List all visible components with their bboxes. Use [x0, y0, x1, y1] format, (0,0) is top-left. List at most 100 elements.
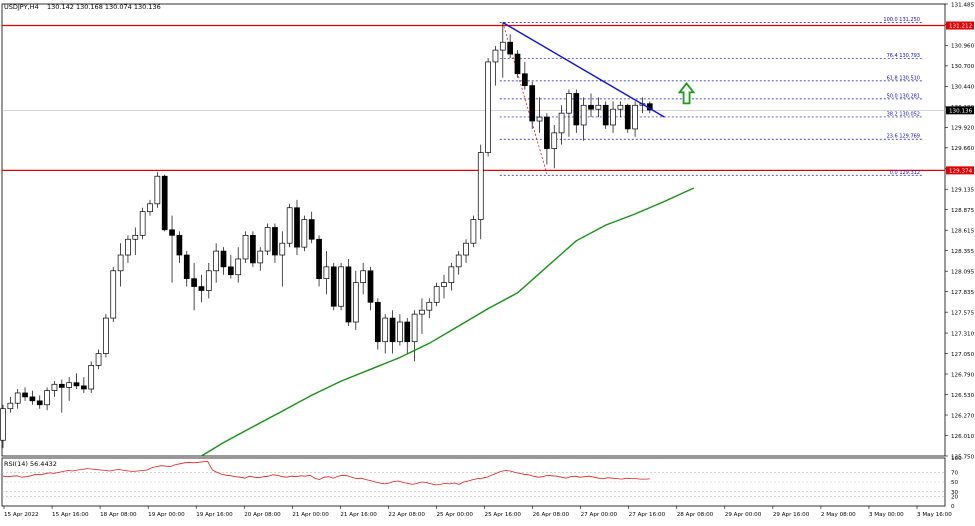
candle: [279, 231, 286, 287]
candle: [125, 235, 131, 263]
candle: [470, 215, 477, 248]
candle-body-bull: [235, 258, 242, 276]
candle: [286, 203, 293, 248]
time-tick-label: 29 Apr 16:00: [773, 512, 810, 518]
candle: [389, 310, 396, 354]
candle-body-bull: [88, 365, 95, 390]
candle: [544, 113, 550, 165]
candle-body-bull: [154, 175, 161, 205]
candle-body-bull: [257, 250, 264, 264]
candle-body-bull: [117, 254, 124, 272]
candle-body-bear: [573, 93, 580, 126]
candle-body-bull: [213, 250, 219, 272]
candle: [198, 274, 205, 303]
price-tick-label: 128.095: [951, 269, 975, 275]
rsi-level-label: 50: [951, 480, 959, 486]
candle-body-bear: [191, 278, 197, 287]
candle-body-bull: [360, 270, 366, 283]
price-tick-label: 131.485: [951, 2, 975, 8]
candle: [103, 314, 109, 358]
candle-body-bear: [22, 392, 28, 398]
time-tick-label: 27 Apr 00:00: [581, 512, 618, 518]
trendline: [502, 21, 665, 118]
candle-body-bull: [470, 219, 477, 244]
fib-level-label: 61.8 130.510: [887, 75, 920, 81]
candle-body-bear: [330, 266, 337, 307]
candle: [492, 46, 499, 86]
time-tick-label: 19 Apr 00:00: [148, 512, 185, 518]
candle: [29, 390, 36, 405]
candle: [485, 57, 491, 157]
price-tick-label: 129.135: [951, 188, 975, 194]
candle: [110, 266, 117, 323]
time-tick-label: 2 May 08:00: [821, 512, 856, 518]
time-tick-label: 27 Apr 16:00: [629, 512, 666, 518]
candle: [183, 251, 190, 287]
candle: [51, 381, 58, 397]
fib-level-label: 76.4 130.793: [887, 53, 920, 59]
candle: [330, 262, 337, 311]
time-tick-label: 28 Apr 08:00: [677, 512, 714, 518]
candle-body-bear: [624, 104, 631, 130]
candle-body-bull: [536, 116, 543, 122]
candle: [338, 262, 344, 311]
candle-body-bull: [433, 286, 440, 303]
candle-body-bull: [14, 392, 21, 404]
price-tick-label: 127.575: [951, 310, 975, 316]
candle: [0, 404, 6, 449]
price-tick-label: 128.615: [951, 228, 975, 234]
candle: [521, 61, 528, 90]
candle: [169, 215, 175, 283]
rsi-level-label: 70: [951, 471, 959, 477]
candle-body-bull: [44, 390, 50, 406]
candle-body-bull: [492, 49, 499, 63]
candle: [411, 310, 418, 362]
price-tick-label: 126.270: [951, 413, 975, 419]
rsi-level-label: 100: [951, 456, 962, 462]
candle: [235, 247, 242, 283]
fib-level-label: 0.0 129.312: [890, 170, 920, 176]
candle-body-bull: [441, 282, 447, 287]
candle: [308, 211, 315, 244]
candle: [536, 97, 543, 133]
candle-body-bear: [228, 266, 234, 276]
candle-body-bull: [477, 152, 484, 220]
candle: [228, 255, 234, 279]
price-tick-label: 126.790: [951, 372, 975, 378]
candle-body-bull: [132, 234, 139, 240]
candle: [382, 314, 389, 354]
candle: [595, 97, 602, 118]
candle-body-bear: [529, 85, 536, 122]
price-tick-label: 126.530: [951, 393, 975, 399]
candle: [205, 262, 212, 299]
candle: [551, 124, 558, 169]
time-tick-label: 29 Apr 00:00: [725, 512, 762, 518]
candle-body-bull: [632, 104, 638, 130]
candle: [433, 282, 440, 307]
candle-body-bear: [29, 396, 36, 402]
level-price-tag-label: 131.212: [949, 24, 972, 30]
candle: [566, 89, 572, 137]
time-tick-label: 26 Apr 08:00: [533, 512, 570, 518]
candle-body-bear: [308, 219, 315, 240]
candle-body-bull: [0, 408, 6, 441]
rsi-line: [2, 460, 650, 486]
time-tick-label: 15 Apr 2022: [4, 512, 39, 518]
candle-body-bull: [463, 242, 469, 256]
fib-level-label: 23.6 129.769: [887, 134, 920, 140]
candle: [360, 262, 366, 295]
candle: [455, 251, 462, 275]
candle-body-bull: [301, 219, 308, 248]
candle: [139, 207, 146, 240]
candle-body-bull: [455, 254, 462, 268]
price-tick-label: 129.660: [951, 146, 975, 152]
candle: [36, 395, 43, 409]
candle: [507, 34, 513, 58]
candle: [610, 101, 616, 133]
candle-body-bull: [419, 309, 425, 315]
candle-body-bull: [397, 321, 403, 343]
candle: [220, 247, 227, 275]
price-tick-label: 130.440: [951, 85, 975, 91]
candle: [558, 105, 565, 145]
